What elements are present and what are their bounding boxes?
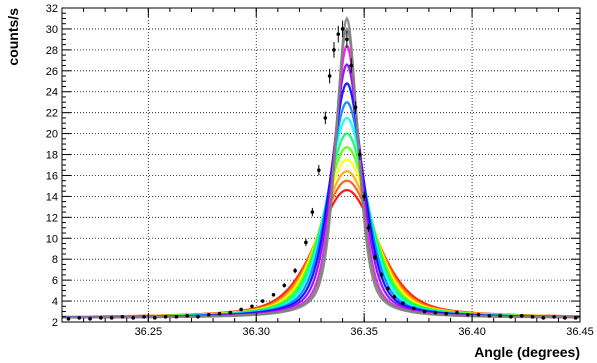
data-point: [317, 168, 321, 173]
data-point: [465, 312, 470, 317]
data-point: [373, 255, 377, 259]
data-point: [476, 312, 481, 317]
data-point: [552, 314, 556, 319]
data-point: [131, 316, 136, 320]
data-point: [174, 314, 179, 319]
data-point: [519, 313, 524, 318]
data-point: [379, 273, 384, 277]
x-tick-label: 36.40: [458, 326, 486, 338]
data-point: [304, 240, 308, 245]
y-tick-label: 18: [46, 150, 58, 162]
data-point: [120, 314, 125, 319]
data-point: [88, 317, 92, 321]
data-point: [336, 32, 341, 36]
data-point: [392, 295, 397, 299]
data-point: [250, 304, 254, 309]
data-point: [142, 314, 146, 319]
data-point: [541, 316, 546, 320]
x-tick-label: 36.35: [350, 326, 378, 338]
x-tick-label: 36.25: [135, 326, 163, 338]
data-point: [185, 313, 189, 318]
data-point: [422, 309, 427, 314]
data-point: [530, 314, 535, 319]
x-axis-ticks: 36.25 36.30 36.35 36.40 36.45: [61, 8, 594, 338]
data-point: [310, 210, 315, 214]
data-point: [563, 316, 567, 320]
data-point: [487, 313, 492, 318]
y-tick-label: 32: [46, 3, 58, 15]
y-tick-label: 24: [46, 87, 58, 99]
data-point: [228, 310, 233, 315]
data-point: [340, 27, 345, 31]
data-point: [401, 301, 405, 305]
data-point: [353, 105, 358, 110]
data-point: [433, 310, 438, 315]
y-tick-label: 30: [46, 24, 58, 36]
data-point: [293, 268, 297, 273]
data-point: [412, 306, 416, 311]
y-tick-label: 10: [46, 233, 58, 245]
data-point: [509, 314, 513, 319]
data-point: [386, 286, 390, 291]
data-point: [498, 313, 502, 318]
data-point: [239, 307, 243, 312]
y-tick-label: 26: [46, 66, 58, 78]
data-point: [109, 316, 114, 320]
data-point: [217, 311, 222, 316]
data-point: [282, 283, 287, 288]
y-tick-label: 20: [46, 129, 58, 141]
data-point: [332, 48, 336, 52]
x-axis-title: Angle (degrees): [474, 344, 580, 360]
data-point: [362, 194, 366, 199]
data-point: [153, 316, 157, 320]
y-tick-label: 6: [52, 275, 58, 287]
y-axis-title: counts/s: [5, 8, 21, 66]
data-point: [327, 74, 332, 78]
y-tick-label: 12: [46, 212, 58, 224]
y-tick-label: 14: [46, 191, 58, 203]
y-tick-label: 8: [52, 254, 58, 266]
data-points: [66, 20, 578, 321]
x-tick-label: 36.45: [566, 326, 594, 338]
data-point: [163, 314, 168, 319]
y-tick-label: 28: [46, 45, 58, 57]
data-point: [444, 311, 448, 316]
data-point: [196, 314, 200, 319]
data-point: [366, 226, 371, 230]
x-tick-label: 36.30: [242, 326, 270, 338]
data-point: [349, 63, 354, 68]
data-point: [345, 37, 349, 42]
y-tick-label: 4: [52, 296, 58, 308]
data-point: [358, 152, 362, 157]
y-tick-label: 2: [52, 317, 58, 329]
data-point: [206, 312, 211, 317]
data-point: [260, 299, 265, 303]
data-point: [323, 116, 328, 120]
data-point: [455, 310, 459, 315]
data-point: [271, 292, 276, 297]
data-point: [99, 316, 103, 320]
y-tick-label: 22: [46, 108, 58, 120]
data-point: [77, 316, 82, 320]
data-point: [66, 317, 71, 321]
y-tick-label: 16: [46, 170, 58, 182]
